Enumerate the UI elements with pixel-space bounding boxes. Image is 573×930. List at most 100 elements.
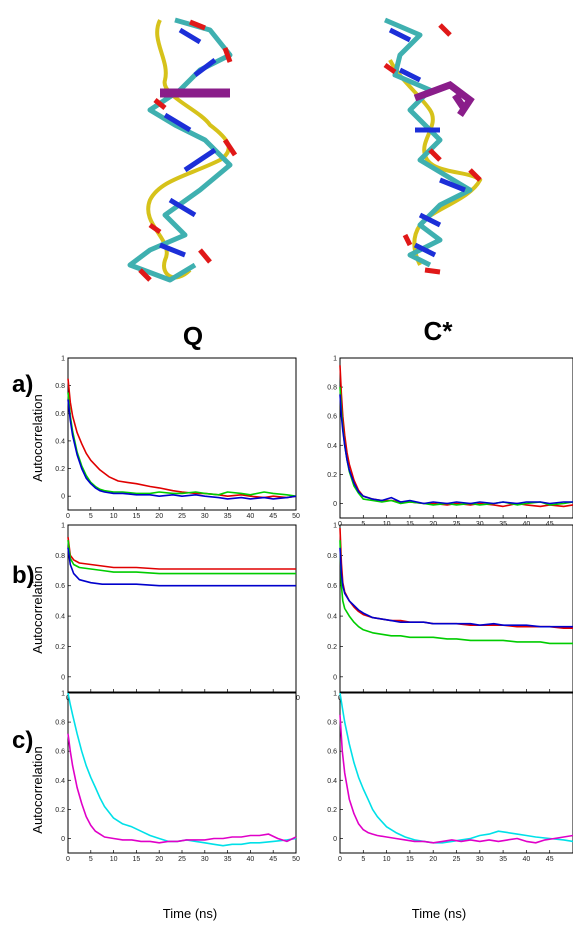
y-tick-label: 0.4: [327, 778, 337, 785]
y-axis-label-c: Autocorrelation: [30, 746, 45, 833]
y-tick-label: 0: [333, 836, 337, 843]
x-tick-label: 0: [66, 856, 70, 863]
y-tick-label: 1: [61, 691, 65, 698]
row-label-b: b): [12, 562, 35, 589]
x-tick-label: 40: [523, 856, 531, 863]
y-tick-label: 0: [333, 674, 337, 681]
x-axis-label-c: Time (ns): [412, 906, 466, 921]
y-tick-label: 0.6: [55, 583, 65, 590]
y-tick-label: 0: [333, 501, 337, 508]
molecule-q-image: [127, 17, 238, 283]
y-tick-label: 0.6: [327, 414, 337, 421]
x-tick-label: 10: [383, 856, 391, 863]
row-label-c: c): [12, 727, 33, 754]
series-line-2: [67, 547, 296, 587]
y-tick-label: 0: [61, 836, 65, 843]
y-tick-label: 0.8: [327, 553, 337, 560]
column-title-q: Q: [183, 321, 203, 351]
y-tick-label: 0.6: [55, 749, 65, 756]
axes-frame: [339, 692, 573, 854]
x-tick-label: 35: [224, 513, 232, 520]
x-tick-label: 0: [338, 856, 342, 863]
x-tick-label: 25: [453, 856, 461, 863]
panel-c-C: 00.20.40.60.810 5 10 15 20 25 30 35 40 45: [327, 691, 573, 863]
x-tick-label: 25: [178, 513, 186, 520]
series-line-1: [67, 733, 297, 844]
y-tick-label: 0.4: [327, 614, 337, 621]
y-tick-label: 0.4: [55, 778, 65, 785]
x-tick-label: 15: [133, 513, 141, 520]
x-tick-label: 40: [247, 856, 255, 863]
series-line-0: [67, 537, 296, 570]
y-tick-label: 0: [61, 674, 65, 681]
x-tick-label: 10: [110, 513, 118, 520]
y-tick-label: 1: [333, 356, 337, 363]
x-tick-label: 15: [133, 856, 141, 863]
x-tick-label: 5: [361, 856, 365, 863]
axes-frame: [67, 692, 297, 854]
series-line-2: [339, 547, 573, 628]
y-tick-label: 0.2: [55, 807, 65, 814]
panel-b-Q: 00.20.40.60.8102468101214161820: [55, 523, 300, 703]
x-tick-label: 5: [89, 856, 93, 863]
axes-frame: [67, 357, 297, 511]
x-tick-label: 25: [178, 856, 186, 863]
series-line-2: [67, 399, 297, 500]
series-line-1: [339, 540, 573, 645]
row-label-a: a): [12, 371, 33, 398]
y-tick-label: 0.6: [55, 411, 65, 418]
y-tick-label: 0.2: [327, 644, 337, 651]
x-tick-label: 5: [89, 513, 93, 520]
x-tick-label: 20: [155, 513, 163, 520]
y-tick-label: 0.8: [55, 383, 65, 390]
panel-c-Q: 00.20.40.60.810 5 10 15 20 25 30 35 40 45 50: [55, 691, 300, 864]
y-tick-label: 0.6: [327, 583, 337, 590]
y-tick-label: 0.8: [327, 720, 337, 727]
series-line-1: [67, 392, 297, 497]
x-tick-label: 30: [201, 856, 209, 863]
y-tick-label: 0.6: [327, 749, 337, 756]
y-tick-label: 0.2: [327, 472, 337, 479]
y-tick-label: 0.8: [327, 385, 337, 392]
axes-frame: [339, 357, 573, 519]
y-tick-label: 1: [61, 523, 65, 530]
y-tick-label: 0.2: [55, 644, 65, 651]
x-tick-label: 30: [476, 856, 484, 863]
y-tick-label: 1: [333, 691, 337, 698]
x-tick-label: 20: [155, 856, 163, 863]
y-tick-label: 0.4: [327, 443, 337, 450]
x-tick-label: 30: [201, 513, 209, 520]
panel-a-Q: 00.20.40.60.810 5 10 15 20 25 30 35 40 45 50: [55, 356, 300, 521]
y-tick-label: 0: [61, 494, 65, 501]
column-title-c: C*: [424, 316, 454, 346]
x-tick-label: 50: [292, 856, 300, 863]
series-line-2: [339, 394, 573, 505]
y-tick-label: 0.2: [55, 466, 65, 473]
x-tick-label: 35: [224, 856, 232, 863]
axes-frame: [67, 524, 297, 693]
series-line-0: [67, 692, 297, 847]
x-tick-label: 45: [269, 513, 277, 520]
x-tick-label: 35: [499, 856, 507, 863]
y-tick-label: 1: [333, 523, 337, 530]
y-tick-label: 0.8: [55, 720, 65, 727]
y-tick-label: 0.4: [55, 614, 65, 621]
axes-frame: [339, 524, 573, 693]
molecule-c-image: [383, 17, 483, 275]
x-tick-label: 10: [110, 856, 118, 863]
series-line-1: [339, 714, 573, 844]
y-axis-label-b: Autocorrelation: [30, 566, 45, 653]
x-tick-label: 50: [292, 513, 300, 520]
y-tick-label: 0.8: [55, 553, 65, 560]
x-tick-label: 15: [406, 856, 414, 863]
x-tick-label: 0: [66, 513, 70, 520]
x-tick-label: 45: [269, 856, 277, 863]
y-axis-label-a: Autocorrelation: [30, 394, 45, 481]
series-line-0: [67, 378, 297, 499]
x-tick-label: 20: [429, 856, 437, 863]
y-tick-label: 0.4: [55, 438, 65, 445]
y-tick-label: 1: [61, 356, 65, 363]
